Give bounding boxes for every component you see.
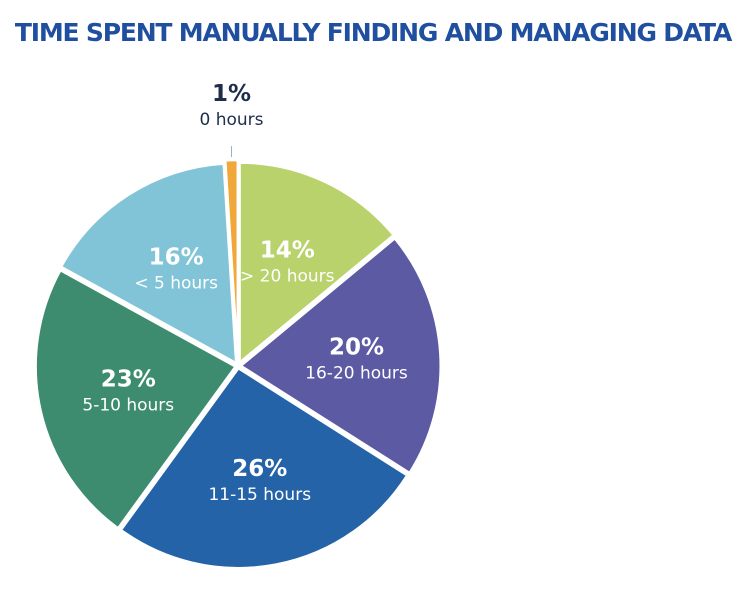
pie-slice xyxy=(238,161,395,364)
slice-category-label: 0 hours xyxy=(200,110,264,130)
slice-percent-label: 14% xyxy=(260,237,315,263)
slice-category-label: > 20 hours xyxy=(240,266,335,286)
pie-slice xyxy=(224,158,240,362)
slice-percent-label: 23% xyxy=(101,367,156,393)
pie-slice xyxy=(59,162,238,365)
slice-percent-label: 26% xyxy=(232,456,287,482)
slice-category-label: < 5 hours xyxy=(134,274,218,294)
slice-percent-label: 16% xyxy=(149,245,204,271)
slice-category-label: 11-15 hours xyxy=(208,485,311,505)
chart-title: TIME SPENT MANUALLY FINDING AND MANAGING… xyxy=(14,18,732,47)
pie-slice xyxy=(239,237,442,475)
pie-slices xyxy=(34,158,442,570)
slice-category-label: 16-20 hours xyxy=(305,364,408,384)
slice-percent-label: 1% xyxy=(212,81,251,107)
slice-percent-label: 20% xyxy=(329,335,384,361)
pie-slice xyxy=(34,268,237,530)
pie-slice xyxy=(119,366,409,570)
pie-labels: 14% > 20 hours 20% 16-20 hours 26% 11-15 hour… xyxy=(82,81,408,505)
slice-category-label: 5-10 hours xyxy=(82,396,174,416)
